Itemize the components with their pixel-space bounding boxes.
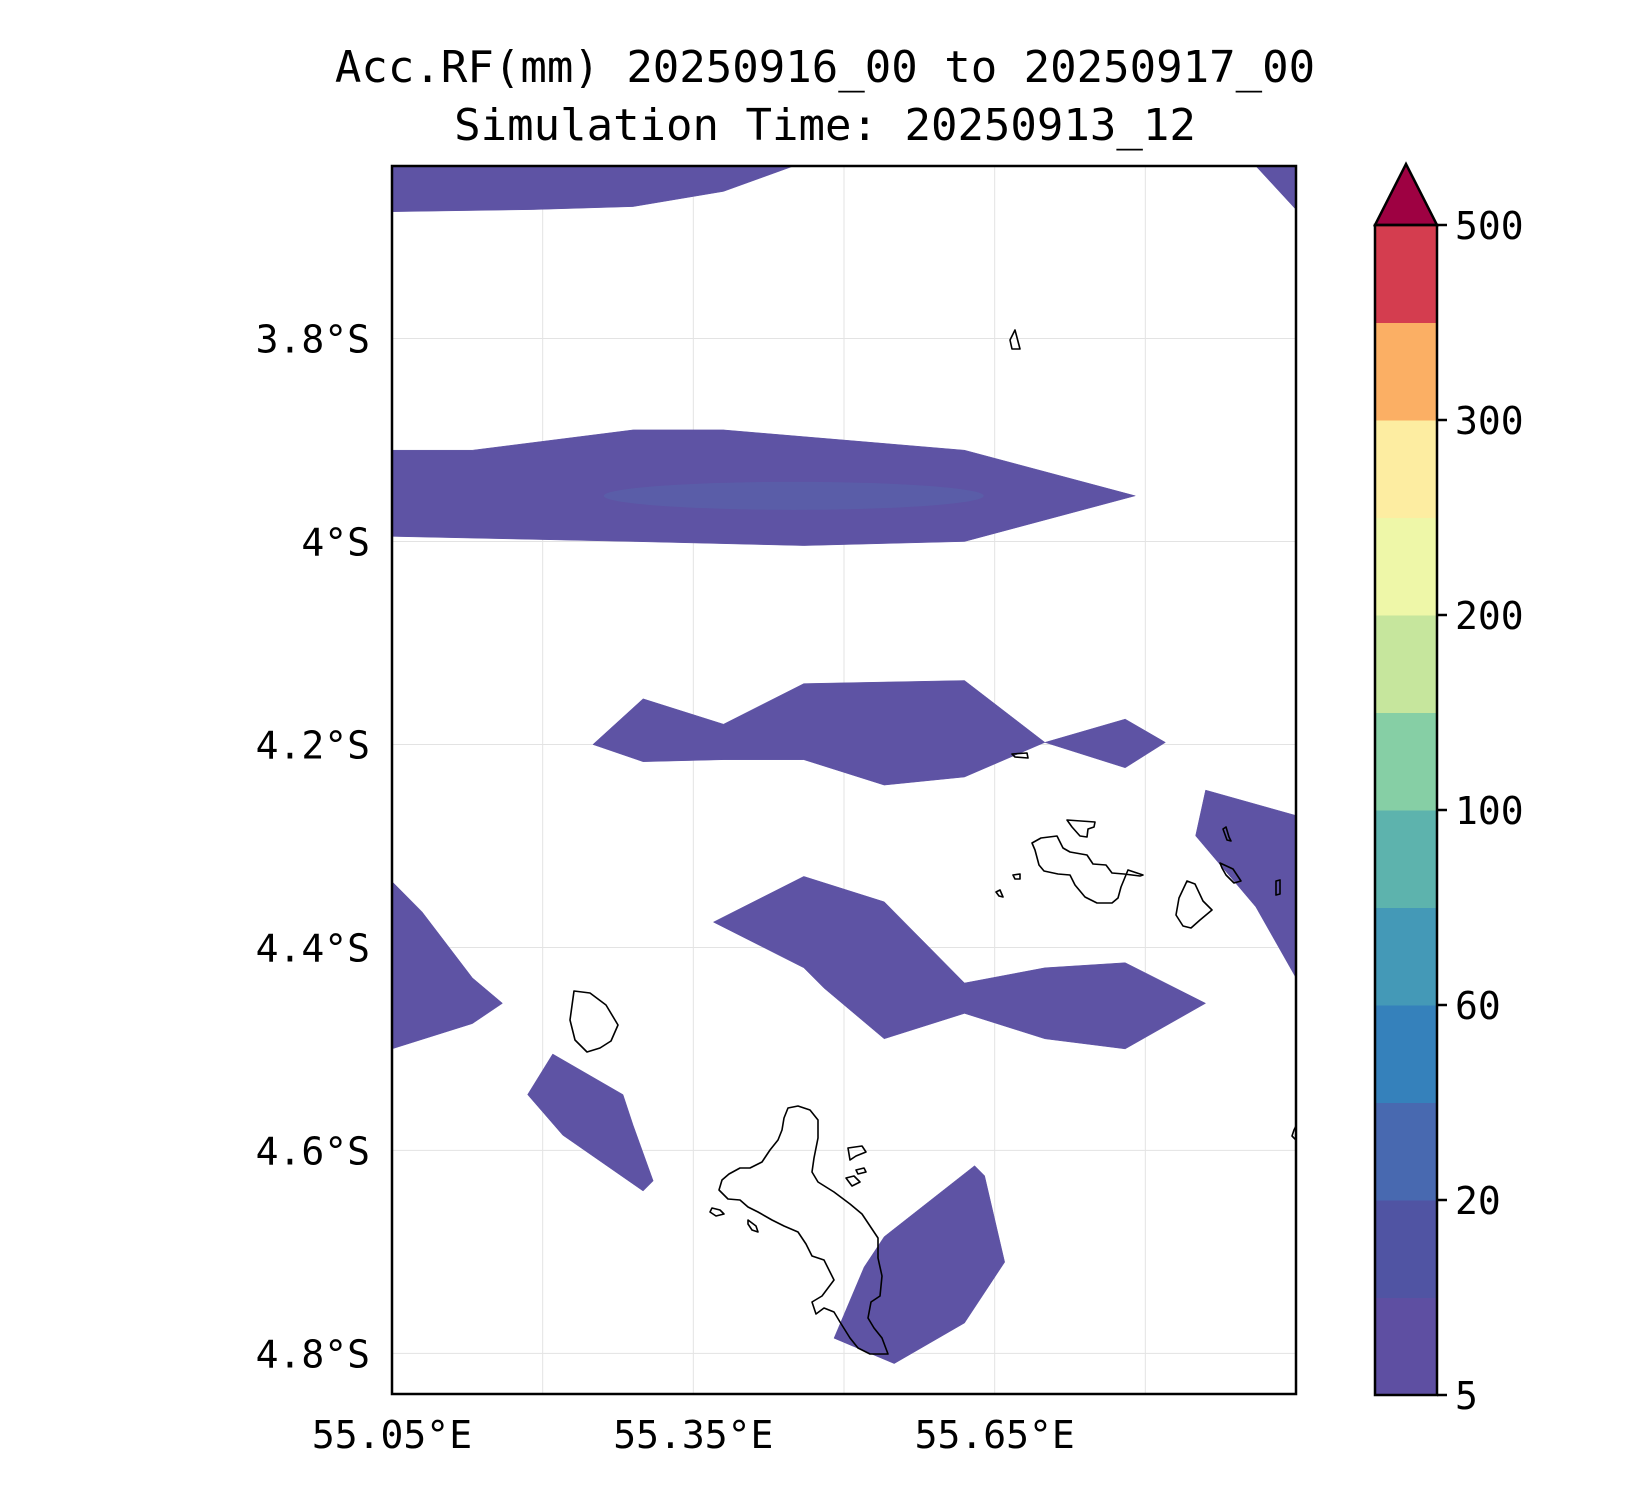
rain-region-patch-mahe-east	[833, 1165, 1005, 1364]
rain-region-band-4.4S	[712, 876, 1207, 1050]
lat-tick-label: 4.6°S	[256, 1129, 370, 1173]
colorbar-ticks: 5 20 60 100 200 300 500	[1437, 204, 1524, 1418]
rain-region-patch-left-4.4S	[392, 881, 503, 1050]
lon-tick-label: 55.05°E	[312, 1413, 472, 1457]
rainfall-fill-layer	[392, 166, 1296, 1364]
title-line-1: Acc.RF(mm) 20250916_00 to 20250917_00	[335, 42, 1315, 93]
lat-tick-label: 4.2°S	[256, 723, 370, 767]
coast-felicite	[1219, 862, 1242, 884]
coast-cerf	[845, 1175, 861, 1187]
colorbar-tick-label: 500	[1455, 204, 1524, 248]
colorbar-segment	[1375, 615, 1437, 713]
colorbar-segment	[1375, 225, 1437, 323]
colorbar-segment	[1375, 1297, 1437, 1396]
colorbar-extend-max-triangle	[1372, 161, 1440, 227]
rain-region-patch-4.55S	[527, 1053, 654, 1192]
coast-ste-anne	[847, 1145, 867, 1161]
lat-tick-label: 3.8°S	[256, 318, 370, 362]
coast-round-islet	[855, 1167, 867, 1175]
colorbar-tick-label: 60	[1455, 984, 1501, 1028]
coast-bird-island	[1009, 329, 1021, 350]
lon-tick-label: 55.65°E	[915, 1413, 1075, 1457]
lat-tick-label: 4°S	[301, 521, 370, 565]
colorbar-segment	[1375, 517, 1437, 616]
colorbar-tick-label: 100	[1455, 789, 1524, 833]
colorbar: 5 20 60 100 200 300 500	[1372, 161, 1524, 1418]
rain-region-patch-right-4.3S	[1195, 789, 1296, 979]
coast-small-islet-b	[995, 889, 1004, 898]
latitude-ticks: 3.8°S 4°S 4.2°S 4.4°S 4.6°S 4.8°S	[256, 318, 370, 1377]
coast-denis-islet	[1011, 752, 1029, 759]
rain-region-band-top-edge	[392, 166, 794, 212]
coast-therese	[709, 1207, 725, 1217]
coast-small-islet-a	[1012, 873, 1021, 880]
coastlines	[569, 329, 1296, 1355]
gridlines	[392, 166, 1296, 1394]
colorbar-segment	[1375, 1200, 1437, 1298]
rain-region-inner-band	[603, 481, 984, 510]
rain-region-band-4.2S	[592, 680, 1166, 786]
coast-curieuse	[1066, 819, 1096, 838]
colorbar-tick-label: 5	[1455, 1374, 1478, 1418]
coast-conception	[747, 1219, 759, 1233]
colorbar-segment	[1375, 810, 1437, 908]
colorbar-tick-label: 300	[1455, 399, 1524, 443]
colorbar-tick-label: 20	[1455, 1179, 1501, 1223]
colorbar-segments	[1375, 225, 1437, 1396]
coast-mahe	[718, 1105, 889, 1355]
coast-praslin	[1031, 835, 1144, 904]
colorbar-segment	[1375, 1005, 1437, 1103]
title: Acc.RF(mm) 20250916_00 to 20250917_00 Si…	[335, 42, 1315, 151]
map-frame	[390, 164, 1298, 1396]
colorbar-segment	[1375, 907, 1437, 1006]
rain-region-corner-top-right	[1255, 166, 1296, 210]
colorbar-segment	[1375, 712, 1437, 811]
colorbar-tick-label: 200	[1455, 594, 1524, 638]
coast-la-digue	[1175, 880, 1213, 929]
colorbar-segment	[1375, 1102, 1437, 1201]
lat-tick-label: 4.8°S	[256, 1332, 370, 1376]
coast-cocos	[1275, 879, 1281, 896]
lon-tick-label: 55.35°E	[613, 1413, 773, 1457]
lat-tick-label: 4.4°S	[256, 926, 370, 970]
coast-marianne	[1222, 826, 1232, 842]
map-panel: 3.8°S 4°S 4.2°S 4.4°S 4.6°S 4.8°S 55.05°E 55.3…	[256, 164, 1298, 1457]
longitude-ticks: 55.05°E 55.35°E 55.65°E	[312, 1413, 1075, 1457]
colorbar-segment	[1375, 322, 1437, 421]
colorbar-segment	[1375, 420, 1437, 518]
coast-silhouette	[569, 990, 619, 1053]
title-line-2: Simulation Time: 20250913_12	[454, 100, 1196, 151]
